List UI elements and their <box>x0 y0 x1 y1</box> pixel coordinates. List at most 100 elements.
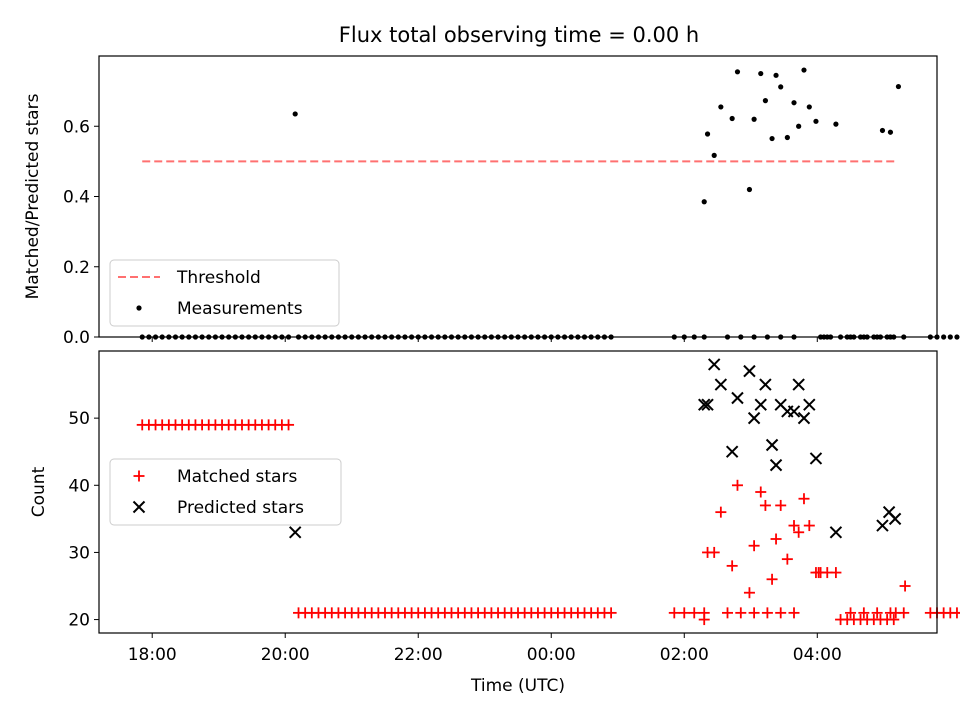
measurement-point <box>762 98 769 104</box>
matched-star-marker <box>748 540 760 552</box>
predicted-star-marker <box>809 452 823 465</box>
matched-star-marker <box>748 607 760 619</box>
matched-star-marker <box>951 607 960 619</box>
predicted-star-marker <box>754 398 767 411</box>
predicted-star-marker <box>707 358 721 371</box>
matched-star-marker <box>755 486 767 498</box>
predicted-star-marker <box>829 526 843 539</box>
measurement-point <box>751 116 757 122</box>
measurement-point <box>778 84 784 90</box>
top-legend: Threshold Measurements <box>109 259 340 327</box>
matched-star-marker <box>283 419 295 431</box>
measurement-point <box>729 115 735 122</box>
measurement-point <box>758 70 764 77</box>
matched-star-marker <box>890 607 902 619</box>
measurement-point <box>791 100 797 106</box>
predicted-star-marker <box>701 398 714 411</box>
y-tick-label: 20 <box>68 611 90 631</box>
measurement-point <box>292 111 298 117</box>
predicted-star-marker <box>714 378 728 391</box>
predicted-star-marker <box>769 458 783 472</box>
predicted-star-marker <box>759 378 772 391</box>
x-tick-label: 22:00 <box>394 645 443 665</box>
predicted-star-marker <box>747 411 761 425</box>
predicted-star-marker <box>725 445 739 458</box>
matched-star-marker <box>743 587 755 599</box>
matched-star-marker <box>798 493 810 505</box>
predicted-star-marker <box>787 405 801 418</box>
measurement-point <box>813 118 819 124</box>
matched-star-marker <box>708 546 720 558</box>
measurement-point <box>947 334 953 340</box>
predicted-star-marker <box>888 512 902 526</box>
predicted-star-marker <box>743 364 756 378</box>
measurement-point <box>734 69 741 75</box>
matched-star-marker <box>678 607 690 619</box>
y-tick-label: 0.2 <box>63 258 90 278</box>
matched-star-marker <box>813 567 825 579</box>
predicted-star-marker <box>288 526 302 539</box>
matched-star-marker <box>775 499 787 511</box>
x-axis-label: Time (UTC) <box>470 676 565 696</box>
bottom-axes-frame <box>98 350 938 634</box>
measurement-point <box>711 152 717 158</box>
legend-predicted-label: Predicted stars <box>177 498 304 518</box>
matched-star-marker <box>688 607 700 619</box>
legend-predicted-swatch <box>132 500 146 514</box>
measurement-point <box>879 127 886 134</box>
matched-star-marker <box>793 526 805 538</box>
measurement-point <box>806 104 812 110</box>
measurement-point <box>895 83 902 90</box>
y-tick-label: 0.4 <box>63 188 90 208</box>
legend-measurements-swatch <box>136 305 142 311</box>
measurement-point <box>796 123 802 129</box>
matched-star-marker <box>845 607 857 619</box>
matched-star-marker <box>775 607 787 619</box>
measurement-point <box>718 104 724 110</box>
top-panel: 0.0 0.2 0.4 0.6 Matched/Predicted stars Thres… <box>23 55 960 348</box>
x-tick-label: 02:00 <box>660 645 709 665</box>
x-tick-label: 20:00 <box>261 645 310 665</box>
predicted-star-marker <box>731 391 744 405</box>
y-tick-label: 30 <box>68 543 90 563</box>
legend-threshold-label: Threshold <box>176 268 261 288</box>
measurement-point <box>704 131 711 137</box>
legend-measurements-label: Measurements <box>177 299 303 319</box>
measurement-point <box>701 199 707 205</box>
y-tick-label: 40 <box>68 476 90 496</box>
predicted-star-marker <box>797 411 811 425</box>
x-tick-label: 18:00 <box>128 645 177 665</box>
measurement-point <box>746 186 753 193</box>
matched-star-marker <box>871 607 883 619</box>
matched-star-marker <box>781 553 793 565</box>
matched-star-marker <box>888 614 900 626</box>
matched-star-marker <box>858 607 870 619</box>
predicted-star-marker <box>876 519 889 532</box>
x-tick-label: 00:00 <box>527 645 576 665</box>
measurement-point <box>784 134 790 141</box>
predicted-star-marker <box>765 438 779 452</box>
matched-star-marker <box>715 506 727 518</box>
matched-star-marker <box>668 607 680 619</box>
chart-title: Flux total observing time = 0.00 h <box>339 23 699 47</box>
matched-star-marker <box>759 499 771 511</box>
matched-star-marker <box>698 614 710 626</box>
legend-matched-label: Matched stars <box>177 467 297 487</box>
matched-star-marker <box>731 479 743 491</box>
measurement-point <box>773 72 779 78</box>
y-tick-label: 0.6 <box>63 117 90 137</box>
matched-star-marker <box>803 520 815 532</box>
predicted-star-marker <box>792 378 805 391</box>
y-tick-label: 0.0 <box>63 328 90 348</box>
legend-matched-swatch <box>133 470 145 482</box>
measurement-point <box>801 67 807 73</box>
bottom-panel: 20 30 40 50 18:00 20:00 22:00 00:00 02:00 04:00 Ti… <box>29 350 960 696</box>
top-y-axis-label: Matched/Predicted stars <box>23 93 43 299</box>
predicted-star-marker <box>698 398 711 411</box>
matched-star-marker <box>726 560 738 572</box>
x-tick-label: 04:00 <box>793 645 842 665</box>
bottom-legend: Matched stars Predicted stars <box>109 458 342 526</box>
matched-star-marker <box>788 607 800 619</box>
bottom-y-axis-label: Count <box>29 466 49 517</box>
